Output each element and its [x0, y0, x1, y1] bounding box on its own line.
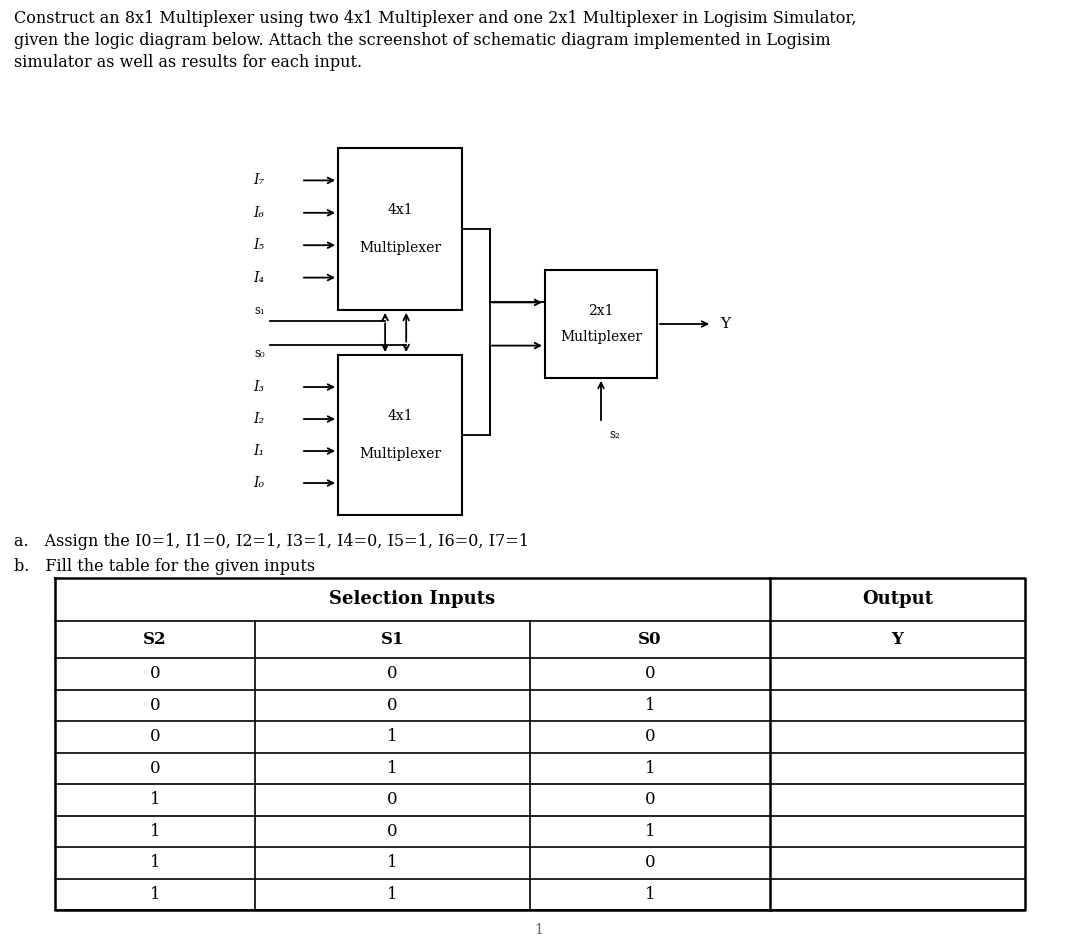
Text: 4x1: 4x1: [387, 409, 413, 423]
Text: Construct an 8x1 Multiplexer using two 4x1 Multiplexer and one 2x1 Multiplexer i: Construct an 8x1 Multiplexer using two 4…: [14, 10, 857, 27]
Text: Multiplexer: Multiplexer: [359, 447, 441, 461]
Text: 1: 1: [387, 759, 398, 776]
Text: 0: 0: [645, 792, 655, 809]
Text: given the logic diagram below. Attach the screenshot of schematic diagram implem: given the logic diagram below. Attach th…: [14, 32, 831, 49]
Bar: [545, 270, 657, 378]
Text: I₂: I₂: [253, 412, 264, 426]
Text: 0: 0: [645, 728, 655, 745]
Text: 4x1: 4x1: [387, 203, 413, 216]
Text: 0: 0: [150, 697, 161, 714]
Text: I₃: I₃: [253, 380, 264, 394]
Text: Y: Y: [720, 317, 730, 331]
Text: 0: 0: [387, 665, 398, 683]
Text: 1: 1: [150, 823, 161, 840]
Text: b. Fill the table for the given inputs: b. Fill the table for the given inputs: [14, 558, 315, 575]
Text: S0: S0: [638, 631, 662, 648]
Text: 0: 0: [387, 792, 398, 809]
Text: I₁: I₁: [253, 444, 264, 458]
Text: 1: 1: [645, 823, 655, 840]
Text: S2: S2: [143, 631, 167, 648]
Text: S1: S1: [381, 631, 404, 648]
Text: 1: 1: [645, 697, 655, 714]
Text: 0: 0: [150, 728, 161, 745]
Text: 1: 1: [150, 885, 161, 902]
Text: a. Assign the I0=1, I1=0, I2=1, I3=1, I4=0, I5=1, I6=0, I7=1: a. Assign the I0=1, I1=0, I2=1, I3=1, I4…: [14, 533, 529, 550]
Bar: [338, 148, 462, 310]
Text: s₁: s₁: [254, 303, 265, 317]
Text: 1: 1: [387, 728, 398, 745]
Text: I₀: I₀: [253, 476, 264, 490]
Text: 0: 0: [387, 823, 398, 840]
Text: 0: 0: [645, 854, 655, 871]
Text: s₂: s₂: [609, 428, 620, 441]
Text: 0: 0: [150, 665, 161, 683]
Text: Selection Inputs: Selection Inputs: [330, 591, 496, 609]
Text: 0: 0: [387, 697, 398, 714]
Text: 1: 1: [535, 923, 543, 937]
Text: 2x1: 2x1: [589, 304, 613, 318]
Text: I₆: I₆: [253, 206, 264, 220]
Text: 1: 1: [150, 792, 161, 809]
Text: Multiplexer: Multiplexer: [559, 330, 642, 344]
Text: 1: 1: [645, 885, 655, 902]
Text: 0: 0: [645, 665, 655, 683]
Text: 1: 1: [387, 854, 398, 871]
Text: 0: 0: [150, 759, 161, 776]
Text: I₅: I₅: [253, 238, 264, 252]
Text: 1: 1: [150, 854, 161, 871]
Text: s₀: s₀: [254, 347, 265, 359]
Text: 1: 1: [387, 885, 398, 902]
Text: 1: 1: [645, 759, 655, 776]
Text: simulator as well as results for each input.: simulator as well as results for each in…: [14, 54, 362, 71]
Text: Y: Y: [892, 631, 903, 648]
Text: I₄: I₄: [253, 270, 264, 284]
Text: I₇: I₇: [253, 173, 264, 188]
Text: Multiplexer: Multiplexer: [359, 242, 441, 255]
Bar: [338, 355, 462, 515]
Text: Output: Output: [862, 591, 932, 609]
